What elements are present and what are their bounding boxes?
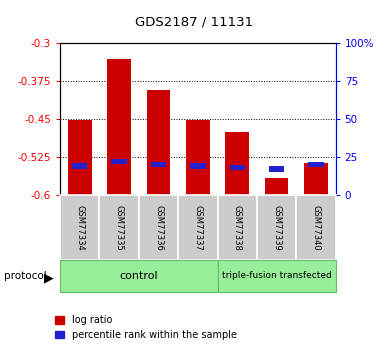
Bar — [186, 119, 210, 195]
Bar — [304, 162, 328, 195]
Text: GDS2187 / 11131: GDS2187 / 11131 — [135, 16, 253, 29]
Text: GSM77337: GSM77337 — [193, 205, 203, 250]
Text: GSM77334: GSM77334 — [75, 205, 84, 250]
Bar — [265, 178, 288, 195]
Bar — [308, 162, 324, 167]
Text: protocol: protocol — [4, 271, 47, 281]
Text: ▶: ▶ — [44, 271, 53, 284]
Bar — [68, 119, 92, 195]
Bar — [107, 59, 131, 195]
Bar — [147, 90, 170, 195]
Bar — [190, 163, 206, 169]
Legend: log ratio, percentile rank within the sample: log ratio, percentile rank within the sa… — [55, 315, 237, 340]
Text: GSM77340: GSM77340 — [312, 205, 320, 250]
Text: GSM77335: GSM77335 — [115, 205, 124, 250]
Text: triple-fusion transfected: triple-fusion transfected — [222, 272, 331, 280]
Text: GSM77339: GSM77339 — [272, 205, 281, 250]
Bar — [225, 132, 249, 195]
Bar — [72, 163, 87, 169]
Bar — [269, 166, 284, 172]
Bar — [230, 165, 245, 170]
Bar — [111, 159, 127, 165]
Text: GSM77338: GSM77338 — [233, 205, 242, 250]
Bar — [151, 162, 166, 167]
Text: GSM77336: GSM77336 — [154, 205, 163, 250]
Text: control: control — [120, 271, 158, 281]
